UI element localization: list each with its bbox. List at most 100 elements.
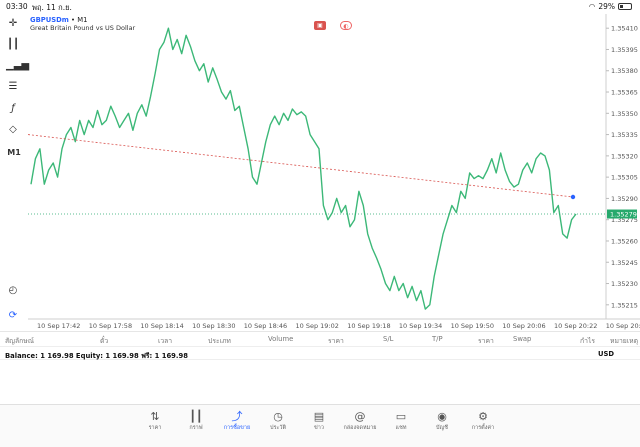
quotes-icon: ⇅ bbox=[150, 410, 160, 423]
nav-item-news[interactable]: ▤ ข่าว bbox=[299, 410, 339, 432]
time-tick-label: 10 Sep 19:34 bbox=[399, 322, 442, 330]
trade-icon: ⤴ bbox=[231, 410, 243, 423]
time-tick-label: 10 Sep 18:14 bbox=[140, 322, 183, 330]
time-tick-label: 10 Sep 19:18 bbox=[347, 322, 390, 330]
price-tick-label: 1.35410 bbox=[611, 25, 638, 33]
history-icon[interactable]: ◴ bbox=[8, 285, 18, 296]
price-tick-label: 1.35260 bbox=[611, 237, 638, 245]
chart-description: Great Britain Pound vs US Dollar bbox=[30, 24, 136, 32]
title-separator: • bbox=[68, 16, 78, 24]
settings-icon: ⚙ bbox=[478, 410, 488, 423]
nav-item-chat[interactable]: ▭ แชท bbox=[381, 410, 421, 432]
timeframe-button[interactable]: M1 bbox=[7, 148, 21, 157]
time-tick-label: 10 Sep 17:42 bbox=[37, 322, 80, 330]
bottom-navigation: ⇅ ราคา ┃┃ กราฟ ⤴ การซื้อขาย ◷ ประวัติ ▤ ข่าว @ กล่อ… bbox=[0, 404, 640, 447]
column-header[interactable]: T/P bbox=[432, 335, 443, 343]
time-tick-label: 10 Sep 20:3 bbox=[606, 322, 640, 330]
nav-item-label: ประวัติ bbox=[269, 425, 287, 431]
chart-symbol: GBPUSDm bbox=[30, 16, 69, 24]
flag-gb-icon[interactable]: ▣ bbox=[314, 21, 326, 30]
time-tick-label: 10 Sep 20:06 bbox=[502, 322, 545, 330]
account-currency: USD bbox=[597, 350, 614, 358]
nav-item-mailbox[interactable]: @ กล่องจดหมาย bbox=[340, 410, 380, 432]
nav-item-label: บัญชี bbox=[436, 425, 448, 431]
price-tick-label: 1.35380 bbox=[611, 67, 638, 75]
chart-icon: ┃┃ bbox=[189, 410, 203, 423]
price-tick-label: 1.35230 bbox=[611, 280, 638, 288]
column-header[interactable]: เวลา bbox=[158, 337, 173, 345]
mailbox-icon: @ bbox=[354, 410, 366, 423]
price-tick-label: 1.35395 bbox=[611, 46, 638, 54]
column-header[interactable]: ตั๋ว bbox=[100, 337, 109, 345]
nav-item-history[interactable]: ◷ ประวัติ bbox=[258, 410, 298, 432]
wifi-icon: ◠ bbox=[588, 2, 596, 11]
price-tick-label: 1.35275 bbox=[611, 216, 638, 224]
nav-item-account[interactable]: ◉ บัญชี bbox=[422, 410, 462, 432]
nav-item-label: ราคา bbox=[148, 425, 162, 431]
price-chart[interactable]: 1.35410 1.35395 1.35380 1.35365 1.35350 1.353… bbox=[28, 14, 640, 332]
battery-icon bbox=[618, 3, 632, 10]
balance-bar: Balance: 1 169.98 Equity: 1 169.98 ฟรี: … bbox=[0, 346, 640, 360]
trend-line bbox=[28, 134, 574, 198]
price-tick-label: 1.35215 bbox=[611, 301, 638, 309]
nav-item-label: กราฟ bbox=[189, 425, 203, 431]
price-tick-label: 1.35290 bbox=[611, 195, 638, 203]
column-header[interactable]: สัญลักษณ์ bbox=[5, 337, 35, 345]
chart-toolbar: ✛ ┃┃ ▁▃▅ ☰ ƒ ◇ M1 ◴ ⟳ bbox=[0, 14, 30, 344]
balance-text: Balance: 1 169.98 Equity: 1 169.98 ฟรี: … bbox=[5, 352, 188, 360]
nav-item-label: ข่าว bbox=[314, 425, 324, 431]
price-tick-label: 1.35365 bbox=[611, 89, 638, 97]
status-right: ◠ 29% bbox=[589, 2, 632, 11]
chat-icon: ▭ bbox=[395, 410, 407, 423]
nav-item-label: กล่องจดหมาย bbox=[343, 425, 377, 431]
time-tick-label: 10 Sep 19:02 bbox=[296, 322, 339, 330]
time-tick-label: 10 Sep 17:58 bbox=[89, 322, 132, 330]
history-icon: ◷ bbox=[273, 410, 283, 423]
status-date: พฤ. 11 ก.ย. bbox=[32, 3, 72, 12]
column-header[interactable]: หมายเหตุ bbox=[610, 337, 638, 345]
time-tick-label: 10 Sep 19:50 bbox=[451, 322, 494, 330]
chart-title: GBPUSDm • M1 bbox=[30, 16, 87, 24]
indicators-icon[interactable]: ▁▃▅ bbox=[6, 60, 30, 71]
shapes-icon[interactable]: ◇ bbox=[9, 124, 17, 135]
price-tick-label: 1.35335 bbox=[611, 131, 638, 139]
price-series-line bbox=[30, 27, 577, 310]
account-icon: ◉ bbox=[437, 410, 447, 423]
function-icon[interactable]: ƒ bbox=[11, 103, 15, 114]
positions-table-header: สัญลักษณ์ ตั๋ว เวลา ประเภท Volume ราคา S/L T/P ร… bbox=[0, 331, 640, 345]
column-header[interactable]: ประเภท bbox=[208, 337, 231, 345]
price-tick-label: 1.35305 bbox=[611, 174, 638, 182]
nav-item-trade[interactable]: ⤴ การซื้อขาย bbox=[217, 410, 257, 432]
one-click-trade-icon[interactable]: ◐ bbox=[340, 21, 352, 30]
chart-area[interactable]: GBPUSDm • M1 Great Britain Pound vs US D… bbox=[28, 14, 640, 332]
news-icon: ▤ bbox=[313, 410, 325, 423]
price-tick-label: 1.35320 bbox=[611, 152, 638, 160]
time-tick-label: 10 Sep 18:30 bbox=[192, 322, 235, 330]
time-tick-label: 10 Sep 20:22 bbox=[554, 322, 597, 330]
current-price-badge bbox=[607, 209, 637, 219]
column-header[interactable]: ราคา bbox=[328, 337, 344, 345]
nav-item-label: การตั้งค่า bbox=[471, 425, 495, 431]
status-bar: 03:30 พฤ. 11 ก.ย. ◠ 29% bbox=[0, 0, 640, 13]
column-header[interactable]: S/L bbox=[383, 335, 394, 343]
candles-icon[interactable]: ┃┃ bbox=[6, 39, 20, 50]
nav-item-label: แชท bbox=[395, 425, 407, 431]
price-tick-label: 1.35350 bbox=[611, 110, 638, 118]
crosshair-icon[interactable]: ✛ bbox=[8, 18, 18, 29]
column-header[interactable]: Swap bbox=[513, 335, 532, 343]
battery-percent: 29% bbox=[598, 2, 615, 11]
nav-item-chart[interactable]: ┃┃ กราฟ bbox=[176, 410, 216, 432]
column-header[interactable]: Volume bbox=[268, 335, 294, 343]
magnet-icon[interactable]: ⟳ bbox=[8, 310, 18, 321]
price-tick-label: 1.35245 bbox=[611, 259, 638, 267]
objects-icon[interactable]: ☰ bbox=[8, 81, 18, 92]
nav-item-quotes[interactable]: ⇅ ราคา bbox=[135, 410, 175, 432]
status-time: 03:30 bbox=[6, 2, 28, 11]
chart-timeframe: M1 bbox=[77, 16, 88, 24]
trend-line-handle bbox=[570, 194, 576, 200]
column-header[interactable]: กำไร bbox=[580, 337, 596, 345]
time-tick-label: 10 Sep 18:46 bbox=[244, 322, 287, 330]
column-header[interactable]: ราคา bbox=[478, 337, 494, 345]
current-price-label: 1.35279 bbox=[610, 211, 637, 219]
nav-item-settings[interactable]: ⚙ การตั้งค่า bbox=[463, 410, 503, 432]
